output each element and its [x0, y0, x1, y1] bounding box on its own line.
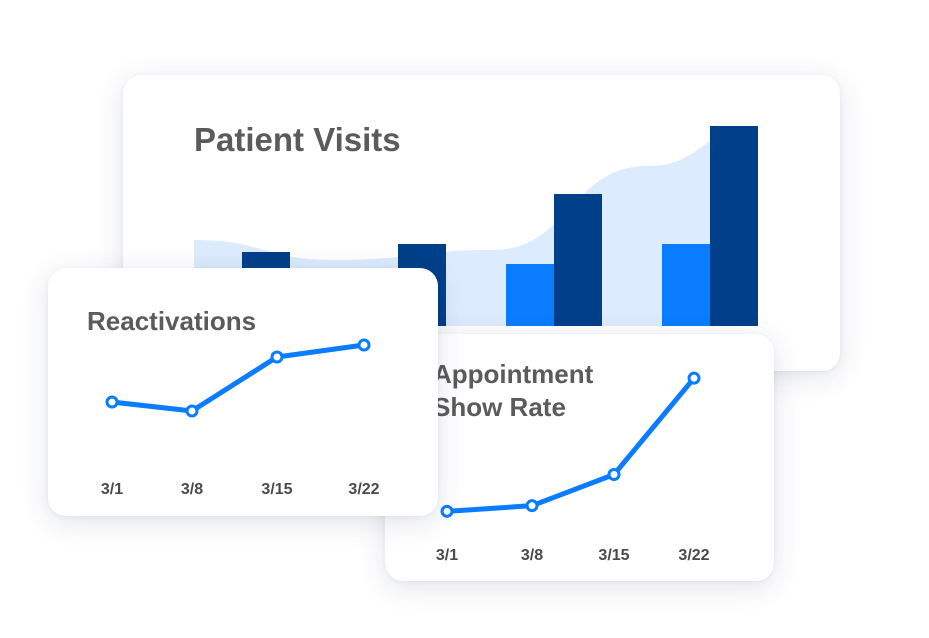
data-point-1: [185, 404, 199, 418]
series-line: [444, 375, 697, 514]
x-tick-label: 3/15: [598, 547, 629, 564]
data-point-2: [270, 350, 284, 364]
bar-dark-2: [554, 194, 602, 326]
x-tick-label: 3/8: [521, 547, 543, 564]
reactivations-title: Reactivations: [87, 306, 257, 336]
x-tick-label: 3/1: [101, 481, 123, 498]
x-tick-label: 3/22: [678, 547, 709, 564]
x-tick-label: 3/15: [261, 481, 292, 498]
title-line-2: Show Rate: [433, 392, 566, 422]
reactivations-chart: 3/1 3/8 3/15 3/22: [101, 338, 380, 498]
bar-dark-3: [710, 126, 758, 326]
bar-light-2: [506, 264, 554, 326]
data-point-0: [105, 395, 119, 409]
data-point-2: [607, 468, 621, 481]
appointment-show-rate-card: 3/1 3/8 3/15 3/22 Appointment Show Rate: [385, 334, 774, 581]
reactivations-card: 3/1 3/8 3/15 3/22 Reactivations: [48, 268, 438, 516]
patient-visits-title: Patient Visits: [194, 121, 401, 158]
data-point-3: [687, 371, 701, 385]
appointment-show-rate-title: Appointment Show Rate: [433, 358, 593, 424]
x-tick-label: 3/8: [181, 481, 203, 498]
appointment-show-rate-chart: 3/1 3/8 3/15 3/22: [436, 371, 710, 564]
bar-light-3: [662, 244, 710, 326]
data-point-3: [357, 338, 371, 352]
series-line: [109, 342, 367, 414]
data-point-0: [440, 504, 454, 518]
title-line-1: Appointment: [433, 359, 594, 389]
x-tick-label: 3/1: [436, 547, 458, 564]
data-point-1: [525, 499, 539, 513]
x-tick-label: 3/22: [348, 481, 379, 498]
